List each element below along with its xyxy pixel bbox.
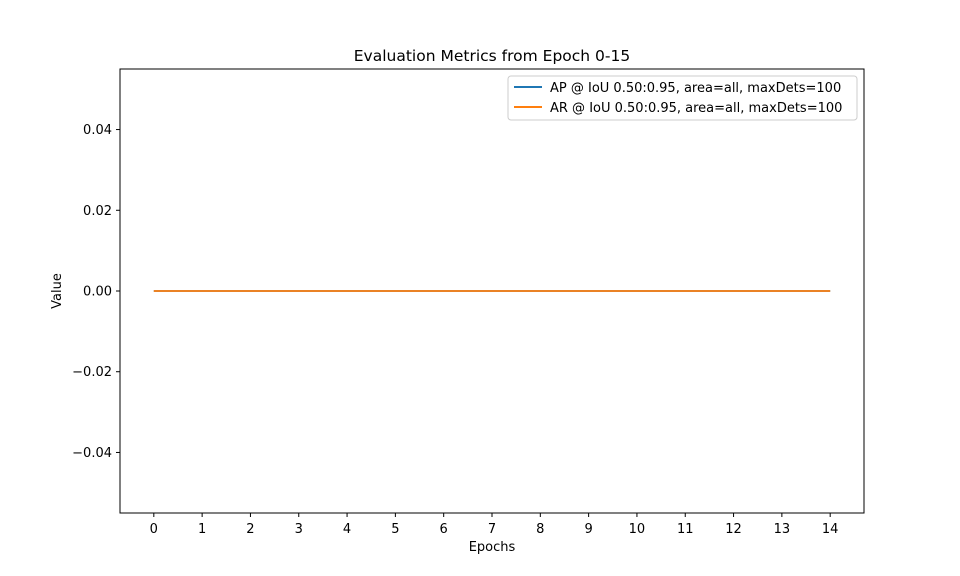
x-tick-label: 0 xyxy=(150,522,158,537)
x-tick-label: 14 xyxy=(822,522,839,537)
legend-box xyxy=(507,75,858,121)
y-tick-label: −0.02 xyxy=(72,365,112,380)
y-axis-ticks: −0.04 −0.02 0.00 0.02 0.04 xyxy=(72,123,120,461)
x-tick-label: 8 xyxy=(536,522,544,537)
legend-label-ap: AP @ IoU 0.50:0.95, area=all, maxDets=10… xyxy=(550,81,841,96)
x-tick-label: 10 xyxy=(629,522,646,537)
x-tick-label: 6 xyxy=(440,522,448,537)
x-tick-label: 13 xyxy=(774,522,791,537)
x-tick-label: 9 xyxy=(584,522,592,537)
x-axis-label: Epochs xyxy=(469,540,516,555)
legend: AP @ IoU 0.50:0.95, area=all, maxDets=10… xyxy=(507,75,858,121)
y-tick-label: 0.04 xyxy=(83,123,112,138)
x-tick-label: 7 xyxy=(488,522,496,537)
y-tick-label: −0.04 xyxy=(72,446,112,461)
y-tick-label: 0.02 xyxy=(83,204,112,219)
x-tick-label: 1 xyxy=(198,522,206,537)
x-tick-label: 11 xyxy=(677,522,694,537)
x-tick-label: 5 xyxy=(391,522,399,537)
x-axis-ticks: 0 1 2 3 4 5 6 7 8 9 10 11 12 13 14 xyxy=(150,513,839,537)
legend-label-ar: AR @ IoU 0.50:0.95, area=all, maxDets=10… xyxy=(550,101,842,116)
x-tick-label: 3 xyxy=(295,522,303,537)
plot-frame xyxy=(119,68,865,514)
y-tick-label: 0.00 xyxy=(83,285,112,300)
y-axis-label: Value xyxy=(50,273,65,309)
x-tick-label: 2 xyxy=(246,522,254,537)
x-tick-label: 12 xyxy=(725,522,742,537)
chart-title: Evaluation Metrics from Epoch 0-15 xyxy=(354,47,630,65)
x-tick-label: 4 xyxy=(343,522,351,537)
